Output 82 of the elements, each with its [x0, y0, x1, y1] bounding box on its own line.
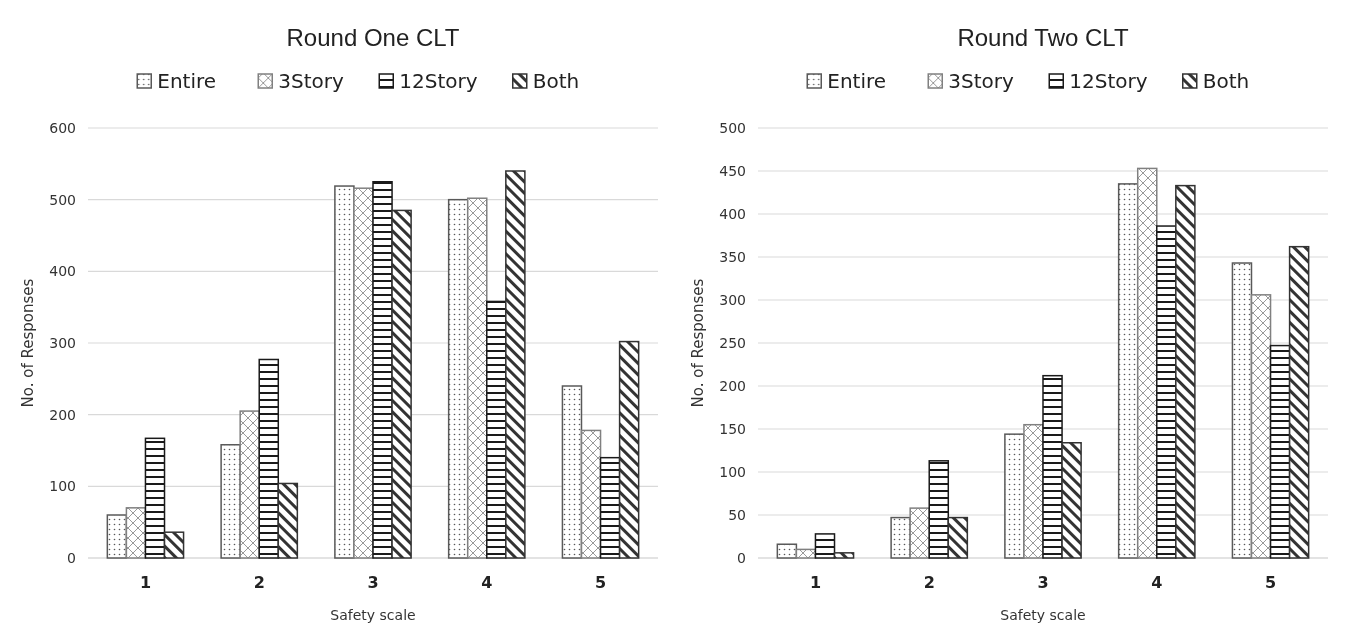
chart-title: Round One CLT [286, 24, 460, 51]
y-axis-title: No. of Responses [689, 278, 707, 408]
y-tick-label: 450 [719, 162, 746, 179]
bar [928, 460, 950, 559]
bar [277, 482, 299, 559]
y-tick-label: 200 [719, 377, 746, 394]
y-tick-label: 600 [49, 119, 76, 136]
bar [258, 358, 280, 559]
x-tick-label: 5 [1264, 573, 1277, 592]
bar [1023, 423, 1044, 559]
x-tick-label: 2 [253, 573, 265, 592]
bar [1250, 294, 1272, 559]
x-tick-label: 1 [139, 573, 152, 592]
bar [163, 531, 185, 559]
y-tick-label: 100 [719, 463, 746, 480]
x-tick-label: 4 [1151, 573, 1163, 592]
bar [466, 197, 488, 559]
bar [447, 198, 469, 559]
bar [1175, 184, 1196, 559]
x-axis-title: Safety scale [1000, 607, 1086, 623]
bar [833, 552, 855, 559]
bar [334, 185, 355, 559]
legend-label: 3Story [278, 69, 344, 93]
legend-label: 12Story [1069, 69, 1148, 93]
bar [947, 516, 969, 559]
legend-label: Both [532, 69, 580, 93]
y-tick-label: 50 [728, 506, 746, 523]
y-tick-label: 0 [67, 549, 76, 566]
y-tick-label: 500 [49, 191, 76, 208]
bar [814, 533, 836, 559]
legend-label: 12Story [399, 69, 478, 93]
y-tick-label: 400 [719, 205, 746, 222]
bar [353, 187, 374, 559]
bar [1042, 374, 1063, 559]
bar [1269, 344, 1291, 559]
y-tick-label: 400 [49, 263, 76, 280]
bar [1288, 245, 1310, 559]
bar [1117, 183, 1139, 559]
y-axis-title: No. of Responses [19, 278, 37, 408]
legend-label: Entire [827, 69, 887, 93]
bar [1004, 433, 1025, 559]
x-axis-title: Safety scale [330, 607, 416, 623]
bar [580, 429, 602, 559]
bar [239, 410, 260, 559]
bar [890, 516, 911, 559]
y-tick-label: 0 [737, 549, 746, 566]
y-tick-label: 300 [49, 334, 76, 351]
x-tick-label: 5 [594, 573, 607, 592]
y-tick-label: 100 [49, 478, 76, 495]
y-tick-label: 500 [719, 119, 746, 136]
y-tick-label: 150 [719, 420, 746, 437]
bar [220, 444, 241, 559]
bar [909, 507, 930, 559]
bar [599, 456, 621, 559]
legend-label: Both [1202, 69, 1250, 93]
chart-title: Round Two CLT [957, 24, 1129, 51]
y-tick-label: 300 [719, 291, 746, 308]
bar [144, 437, 166, 559]
x-tick-label: 3 [367, 573, 379, 592]
bar [106, 514, 128, 559]
x-tick-label: 4 [481, 573, 493, 592]
bar [1136, 167, 1158, 559]
bar [776, 543, 798, 559]
legend-label: Entire [157, 69, 217, 93]
bar [1061, 442, 1082, 559]
bar [1231, 262, 1253, 559]
y-tick-label: 250 [719, 334, 746, 351]
x-tick-label: 3 [1037, 573, 1049, 592]
bar [372, 181, 393, 559]
bar [505, 170, 526, 559]
legend-label: 3Story [948, 69, 1014, 93]
y-tick-label: 350 [719, 248, 746, 265]
x-tick-label: 2 [923, 573, 935, 592]
x-tick-label: 1 [809, 573, 822, 592]
bar [391, 209, 412, 559]
bar [618, 340, 640, 559]
bar [561, 385, 583, 559]
bar [486, 300, 507, 559]
bar [1156, 225, 1177, 559]
y-tick-label: 200 [49, 406, 76, 423]
bar [795, 548, 817, 559]
bar [125, 507, 147, 559]
